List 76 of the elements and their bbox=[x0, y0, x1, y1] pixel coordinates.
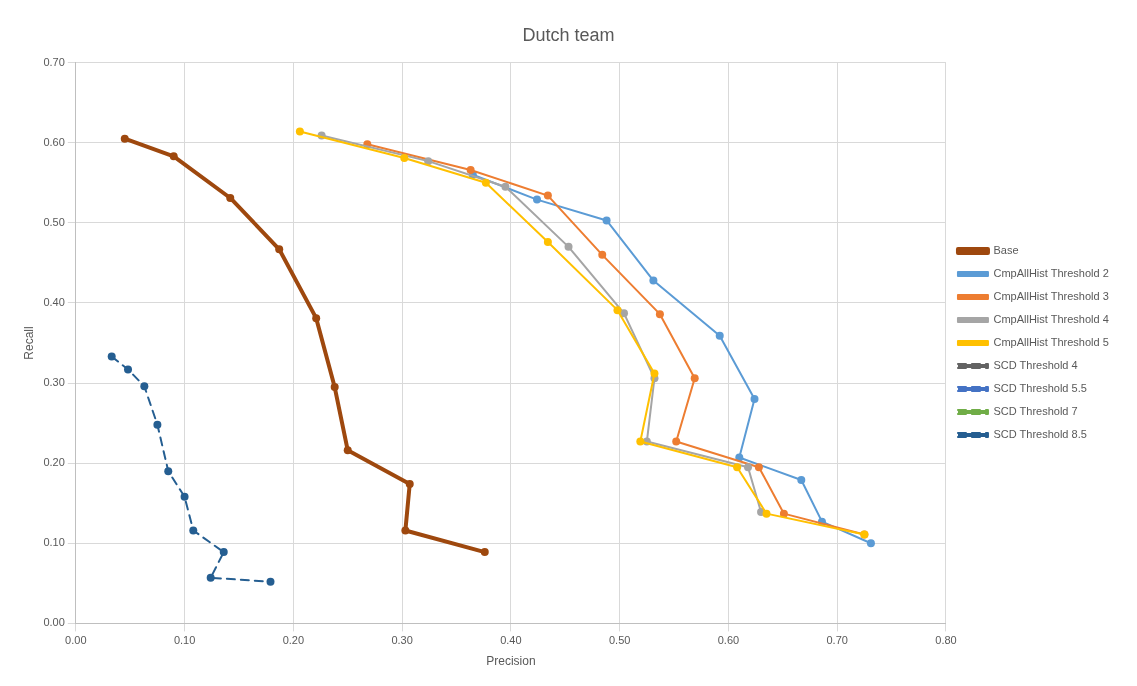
point bbox=[153, 420, 162, 429]
point bbox=[672, 437, 681, 446]
point bbox=[120, 134, 129, 143]
y-tick-label: 0.60 bbox=[43, 135, 65, 148]
x-tick-label: 0.60 bbox=[717, 634, 740, 647]
point bbox=[405, 480, 414, 488]
y-tick-label: 0.30 bbox=[43, 376, 65, 389]
point bbox=[400, 153, 409, 162]
point bbox=[480, 548, 489, 557]
x-tick-label: 0.30 bbox=[391, 634, 413, 647]
y-tick-label: 0.70 bbox=[43, 55, 65, 68]
point bbox=[164, 467, 173, 476]
legend-label: Base bbox=[993, 244, 1019, 257]
point bbox=[866, 539, 875, 548]
x-tick-label: 0.80 bbox=[935, 634, 957, 647]
point bbox=[649, 276, 658, 285]
point bbox=[206, 573, 215, 582]
x-tick-label: 0.40 bbox=[500, 634, 522, 647]
point bbox=[266, 577, 275, 586]
point bbox=[343, 446, 352, 455]
point bbox=[797, 476, 806, 484]
point bbox=[219, 548, 228, 557]
x-tick-label: 0.20 bbox=[282, 634, 305, 647]
point bbox=[690, 374, 699, 383]
point bbox=[330, 383, 339, 392]
point bbox=[481, 178, 490, 187]
point bbox=[169, 152, 178, 161]
x-tick-label: 0.50 bbox=[608, 634, 631, 647]
point bbox=[655, 310, 664, 319]
point bbox=[650, 369, 659, 378]
point bbox=[636, 437, 645, 446]
y-tick-label: 0.40 bbox=[43, 295, 65, 308]
point bbox=[715, 331, 724, 340]
point bbox=[501, 182, 510, 191]
legend-label: SCD Threshold 7 bbox=[993, 405, 1078, 418]
point bbox=[602, 216, 611, 225]
legend-label: SCD Threshold 8.5 bbox=[993, 428, 1087, 441]
point bbox=[532, 195, 541, 204]
legend-label: CmpAllHist Threshold 5 bbox=[993, 336, 1109, 349]
legend-label: CmpAllHist Threshold 2 bbox=[993, 267, 1109, 280]
point bbox=[613, 306, 622, 315]
point bbox=[598, 250, 607, 259]
point bbox=[189, 526, 198, 535]
point bbox=[543, 191, 552, 200]
y-tick-label: 0.00 bbox=[43, 616, 65, 629]
point bbox=[140, 382, 149, 391]
x-tick-label: 0.70 bbox=[826, 634, 848, 647]
point bbox=[312, 314, 321, 323]
point bbox=[424, 157, 433, 166]
legend-label: CmpAllHist Threshold 4 bbox=[993, 313, 1109, 326]
point bbox=[401, 526, 410, 535]
legend-label: CmpAllHist Threshold 3 bbox=[993, 290, 1109, 303]
legend-label: SCD Threshold 5.5 bbox=[993, 382, 1087, 395]
x-tick-label: 0.10 bbox=[173, 634, 196, 647]
point bbox=[180, 492, 189, 501]
point bbox=[564, 242, 573, 251]
point bbox=[543, 238, 552, 247]
legend-label: SCD Threshold 4 bbox=[993, 359, 1078, 372]
point bbox=[107, 352, 116, 361]
chart-title: Dutch team bbox=[522, 24, 615, 45]
point bbox=[754, 463, 763, 472]
y-tick-label: 0.10 bbox=[43, 536, 65, 549]
y-tick-label: 0.50 bbox=[43, 215, 65, 228]
point bbox=[226, 193, 235, 202]
point bbox=[762, 509, 771, 518]
point bbox=[744, 463, 752, 472]
x-tick-label: 0.00 bbox=[65, 634, 87, 647]
point bbox=[124, 365, 133, 374]
point bbox=[733, 463, 742, 472]
point bbox=[295, 127, 304, 136]
x-axis-title: Precision bbox=[486, 654, 536, 669]
point bbox=[466, 165, 475, 174]
point bbox=[275, 245, 284, 254]
y-axis-title: Recall bbox=[21, 326, 36, 360]
point bbox=[750, 395, 759, 404]
y-tick-label: 0.20 bbox=[43, 456, 65, 469]
